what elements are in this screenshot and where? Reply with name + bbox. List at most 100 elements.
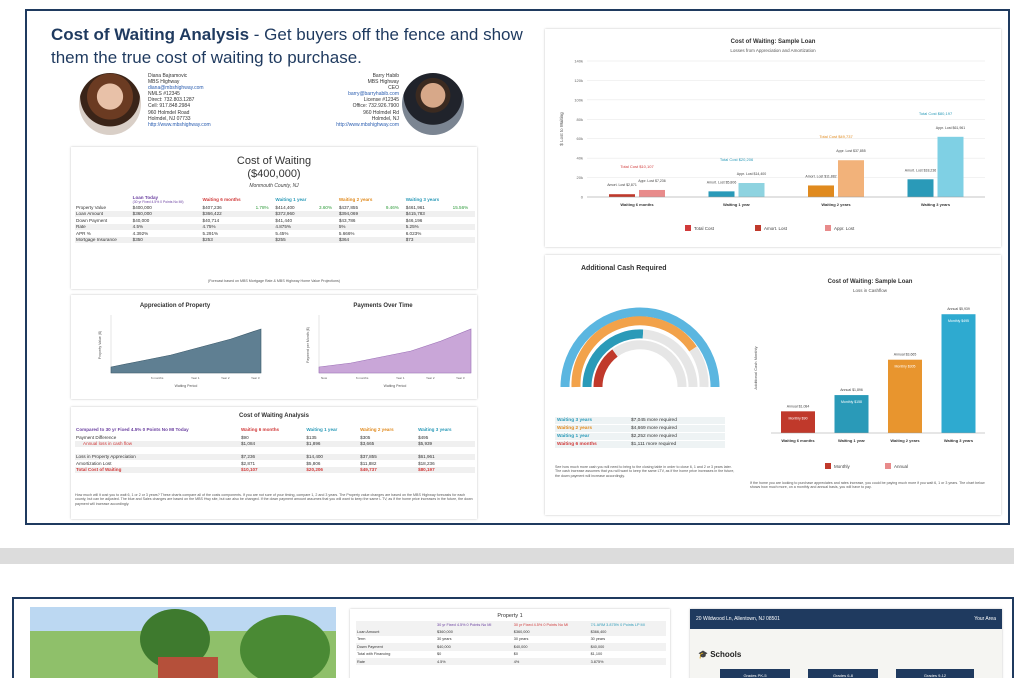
chart-title: Cost of Waiting: Sample Loan — [828, 279, 913, 285]
data-label: Monthly $90 — [788, 416, 807, 420]
table-row: Amortization Lost $2,871 $5,806 $11,882 $18,… — [75, 460, 475, 467]
data-label: Annual $1,084 — [787, 404, 810, 408]
table-row: Term 30 years 30 years 30 years — [356, 636, 666, 643]
table-cell: $372,960 — [274, 210, 319, 217]
x-tick: Year 3 — [456, 376, 465, 380]
bar-annual — [888, 359, 922, 433]
y-tick: 80k — [577, 117, 583, 122]
appreciation-area — [110, 328, 262, 374]
table-cell: Loan Amount — [356, 628, 436, 636]
data-label: Monthly $158 — [841, 400, 862, 404]
data-label: Appr. Lost $7,236 — [638, 179, 665, 183]
table-cell: Down Payment — [356, 643, 436, 651]
additional-cash-footnote: See how much more cash you will need to … — [555, 465, 735, 478]
agent-website-link[interactable]: http://www.mbshighway.com — [336, 121, 399, 128]
table-cell: 4% — [512, 657, 590, 666]
hero-title: Cost of Waiting Analysis - Get buyers of… — [51, 25, 523, 67]
agent-info-left: Diana Bajramovic MBS Highway diana@mbshi… — [148, 73, 211, 128]
schools-heading: 🎓 Schools — [698, 650, 742, 659]
school-button[interactable]: Grades PK-5 — [720, 669, 790, 678]
table-cell: $20,206 — [305, 466, 360, 473]
agent-street: 960 Holmdel Road — [148, 109, 190, 116]
table-cell: Down Payment — [76, 217, 108, 223]
cost-of-waiting-analysis-card: Cost of Waiting Analysis Compared to 30 … — [71, 407, 477, 519]
y-tick: 140k — [574, 59, 583, 64]
table-cell: 4.875% — [274, 223, 319, 230]
appreciation-charts-svg: Appreciation of Property Payments Over T… — [98, 303, 472, 388]
bar-amort-lost — [708, 191, 735, 197]
table-cell — [254, 223, 275, 230]
table-cell: $366,422 — [201, 210, 255, 217]
table-cell: $255 — [274, 236, 319, 243]
additional-cash-list: Waiting 3 years $7,045 more required Wait… — [555, 417, 725, 449]
card-subtitle: Monmouth County, NJ — [249, 183, 299, 189]
chart-subtitle: Loss in Cashflow — [853, 288, 888, 293]
table-cell: $1,100 — [590, 652, 603, 657]
listing-card: 20 Wildwood Ln, Allentown, NJ 08501 Your… — [690, 609, 1002, 678]
y-axis-label: Payment per Month ($) — [306, 327, 310, 363]
data-label: Appr. Lost $61,961 — [936, 126, 965, 130]
table-cell: $43,786 — [338, 217, 356, 223]
card-title: Cost of Waiting Analysis — [239, 413, 309, 419]
data-label: Amort. Lost $5,806 — [707, 180, 737, 184]
data-label: Appr. Lost $37,855 — [836, 149, 865, 153]
sample-loan-bar-chart: Cost of Waiting: Sample Loan Losses from … — [559, 39, 985, 231]
table-cell: $90 — [241, 434, 249, 440]
table-cell: 5.291% — [202, 230, 219, 236]
appreciation-card: Appreciation of Property Payments Over T… — [71, 295, 477, 399]
bar-appr-lost — [937, 136, 964, 197]
y-tick: 40k — [577, 156, 583, 161]
table-header-row: Loan Today (30 yr Fixed 4.5% 0 Points No … — [75, 195, 475, 204]
table-row: Loan Amount $360,000 $366,422 $372,960 $394,… — [75, 210, 475, 217]
x-tick: Year 3 — [251, 376, 260, 380]
appreciation-area-chart: Property Value ($) 6 months Year 1 Year … — [98, 315, 262, 388]
y-axis-label: Property Value ($) — [98, 331, 102, 359]
school-button[interactable]: Grades 6-8 — [808, 669, 878, 678]
cost-of-waiting-panel: Cost of Waiting Analysis - Get buyers of… — [25, 9, 1010, 525]
table-cell: 4.75% — [201, 223, 255, 230]
bar-amort-lost — [609, 194, 635, 197]
table-row: Loan Amount $360,000 $360,000 $366,400 — [356, 628, 666, 636]
table-cell: $0 — [513, 652, 519, 657]
arc-waiting-6m — [593, 349, 618, 388]
agent-office: Office: 732.926.7900 — [352, 103, 399, 110]
agent-role: CEO — [388, 85, 399, 92]
bar-amort-lost — [808, 185, 834, 197]
table-cell: $400,000 — [132, 204, 152, 210]
agent-email-link[interactable]: diana@mbshighway.com — [148, 85, 204, 92]
table-row: APR % 4.392% 5.291% 5.45% 5.666% 6.023% — [75, 230, 475, 237]
table-cell: Mortgage Insurance — [75, 236, 132, 243]
table-cell: 30 years — [513, 637, 529, 642]
x-tick: Year 2 — [426, 376, 435, 380]
table-cell — [318, 236, 338, 243]
table-cell: Loan Amount — [75, 210, 132, 217]
table-cell: $364 — [337, 236, 385, 243]
table-cell: $305 — [360, 434, 371, 440]
table-row: Down Payment $40,000 $40,000 $40,000 — [356, 643, 666, 651]
x-tick: Year 1 — [191, 376, 200, 380]
data-label: Annual $5,939 — [947, 307, 970, 311]
table-cell: 15.56% — [452, 204, 469, 210]
school-button[interactable]: Grades 9-12 — [896, 669, 974, 678]
x-tick: 6 months — [151, 376, 164, 380]
table-cell: APR % — [76, 230, 91, 236]
legend-swatch — [755, 225, 761, 231]
table-cell: $5,939 — [417, 440, 475, 447]
data-label: Appr. Lost $14,400 — [737, 172, 766, 176]
legend-label: Total Cost — [694, 226, 715, 231]
x-tick: Waiting 2 years — [890, 438, 920, 443]
table-row: Annual loss in cash flow $1,084 $1,896 $3,6… — [75, 440, 475, 447]
legend-label: Amort. Lost — [764, 226, 788, 231]
table-cell: 30 yr Fixed 4.5% 0 Points No MI — [512, 621, 590, 629]
col-waiting-6m: Waiting 6 months — [241, 427, 280, 432]
y-axis-label: Additional Cash Monthly — [753, 346, 758, 389]
property-report-panel: Property 1 30 yr Fixed 4.5% 0 Points No … — [12, 597, 1014, 678]
x-tick: Waiting 1 year — [838, 438, 865, 443]
x-tick: Year 1 — [396, 376, 405, 380]
x-axis-label: Waiting Period — [384, 384, 407, 388]
table-cell — [451, 223, 475, 230]
table-cell: $437,855 — [338, 204, 359, 210]
agent-website-link[interactable]: http://www.mbshighway.com — [148, 121, 211, 128]
table-cell: $461,961 — [405, 204, 425, 210]
agent-email-link[interactable]: barry@barryhabib.com — [348, 91, 399, 98]
